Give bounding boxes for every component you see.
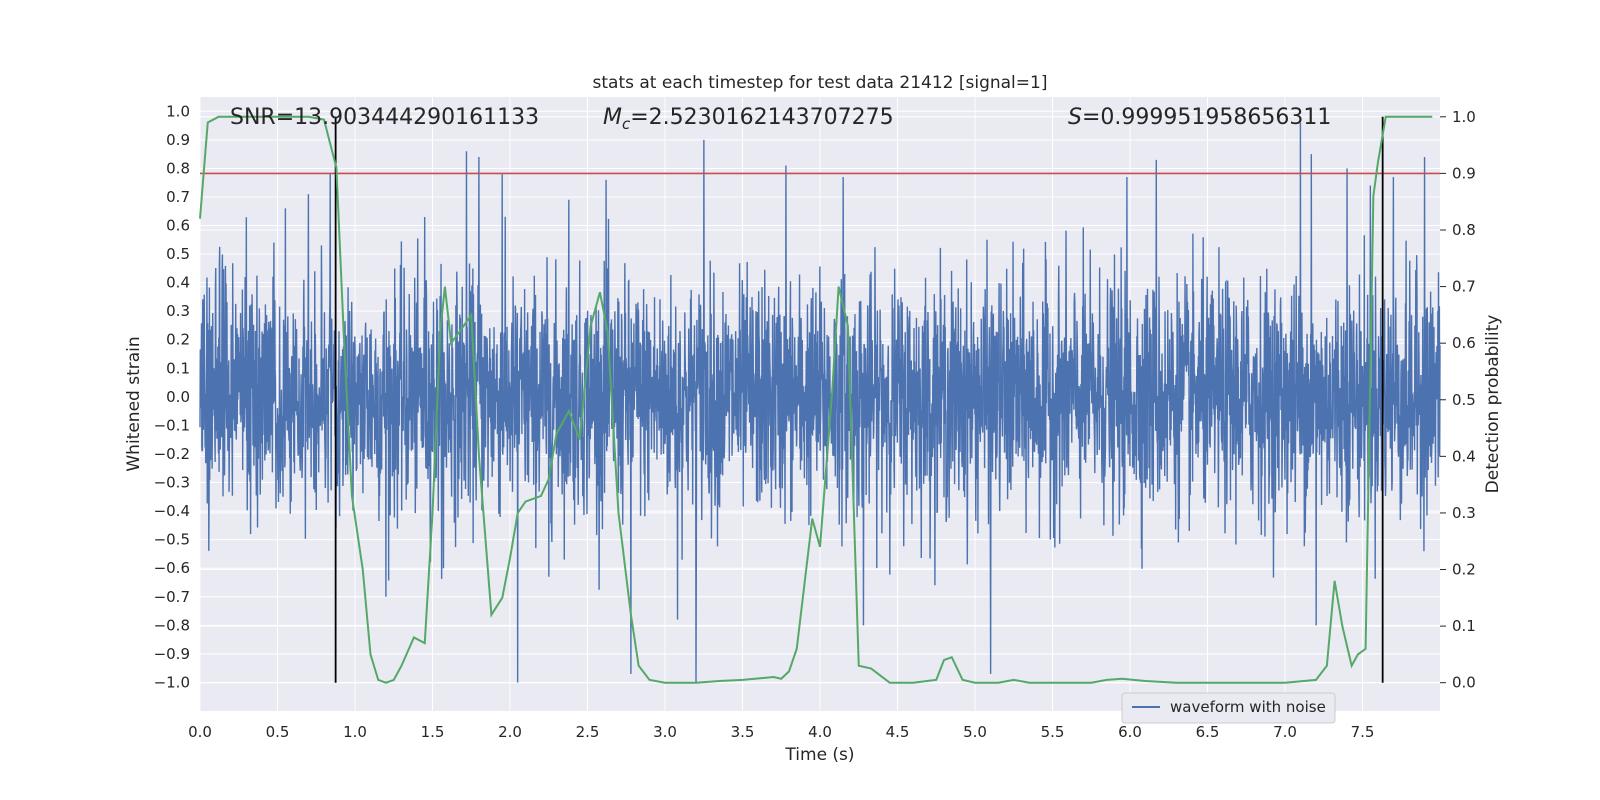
x-tick-label: 2.5 — [576, 723, 600, 741]
y-tick-label: −0.8 — [154, 616, 190, 634]
y-tick-label: −0.1 — [154, 416, 190, 434]
legend-label: waveform with noise — [1170, 698, 1326, 716]
y2-tick-label: 0.3 — [1452, 504, 1476, 522]
y-tick-label: 0.7 — [166, 188, 190, 206]
s-annotation: S=0.999951958656311 — [1068, 105, 1331, 130]
y-tick-label: −0.2 — [154, 445, 190, 463]
y2-axis-label: Detection probability — [1483, 315, 1503, 494]
mc-annotation: Mc=2.5230162143707275 — [603, 105, 894, 133]
waveform-series — [199, 122, 1441, 683]
legend-box — [1121, 692, 1336, 724]
y2-tick-label: 0.0 — [1452, 674, 1476, 692]
legend: waveform with noise — [1121, 692, 1336, 724]
y-axis-ticks: 1.0 0.9 0.8 0.7 0.6 0.5 0.4 0.3 0.2 0.1 0.0 −0.1 −0.… — [154, 102, 190, 691]
y-tick-label: 0.6 — [166, 217, 190, 235]
x-tick-label: 4.0 — [808, 723, 832, 741]
x-tick-label: 0.0 — [188, 723, 212, 741]
y2-tick-label: 1.0 — [1452, 108, 1476, 126]
x-axis-label: Time (s) — [784, 745, 854, 765]
y-tick-label: 0.5 — [166, 245, 190, 263]
snr-annotation: SNR=13.903444290161133 — [230, 105, 539, 130]
x-tick-label: 7.5 — [1351, 723, 1375, 741]
x-tick-label: 3.5 — [731, 723, 755, 741]
x-tick-label: 0.5 — [266, 723, 290, 741]
x-axis-ticks: 0.0 0.5 1.0 1.5 2.0 2.5 3.0 3.5 4.0 4.5 5.0 5.5 6.0 6… — [188, 723, 1374, 741]
x-tick-label: 5.0 — [963, 723, 987, 741]
x-tick-label: 4.5 — [886, 723, 910, 741]
x-tick-label: 7.0 — [1273, 723, 1297, 741]
x-tick-label: 3.0 — [653, 723, 677, 741]
y-tick-label: 0.8 — [166, 159, 190, 177]
y-tick-label: −0.4 — [154, 502, 190, 520]
y-tick-label: −0.6 — [154, 559, 190, 577]
y2-tick-label: 0.1 — [1452, 617, 1476, 635]
y-axis-label: Whitened strain — [124, 336, 144, 471]
y-tick-label: −0.9 — [154, 645, 190, 663]
y2-tick-label: 0.8 — [1452, 221, 1476, 239]
y-tick-label: 0.0 — [166, 388, 190, 406]
y2-axis-ticks: 1.0 0.9 0.8 0.7 0.6 0.5 0.4 0.3 0.2 0.1 0.0 — [1440, 108, 1476, 692]
waveform-line — [199, 122, 1441, 683]
y-tick-label: −0.7 — [154, 588, 190, 606]
x-tick-label: 6.0 — [1118, 723, 1142, 741]
y2-tick-label: 0.9 — [1452, 164, 1476, 182]
y2-tick-label: 0.7 — [1452, 278, 1476, 296]
y2-tick-label: 0.4 — [1452, 447, 1476, 465]
x-tick-label: 2.0 — [498, 723, 522, 741]
y-tick-label: 0.3 — [166, 302, 190, 320]
y2-tick-label: 0.6 — [1452, 334, 1476, 352]
y-tick-label: −0.3 — [154, 474, 190, 492]
x-tick-label: 6.5 — [1196, 723, 1220, 741]
x-tick-label: 1.5 — [421, 723, 445, 741]
y2-tick-label: 0.5 — [1452, 391, 1476, 409]
chart-title: stats at each timestep for test data 214… — [593, 73, 1048, 93]
x-tick-label: 5.5 — [1041, 723, 1065, 741]
y-tick-label: 0.2 — [166, 331, 190, 349]
y-tick-label: 0.1 — [166, 359, 190, 377]
y-tick-label: 1.0 — [166, 102, 190, 120]
y-tick-label: 0.4 — [166, 274, 190, 292]
overlays — [199, 115, 1440, 684]
x-tick-label: 1.0 — [343, 723, 367, 741]
probability-line — [199, 115, 1433, 684]
y2-tick-label: 0.2 — [1452, 561, 1476, 579]
y-tick-label: −1.0 — [154, 673, 190, 691]
y-tick-label: −0.5 — [154, 531, 190, 549]
y-tick-label: 0.9 — [166, 131, 190, 149]
